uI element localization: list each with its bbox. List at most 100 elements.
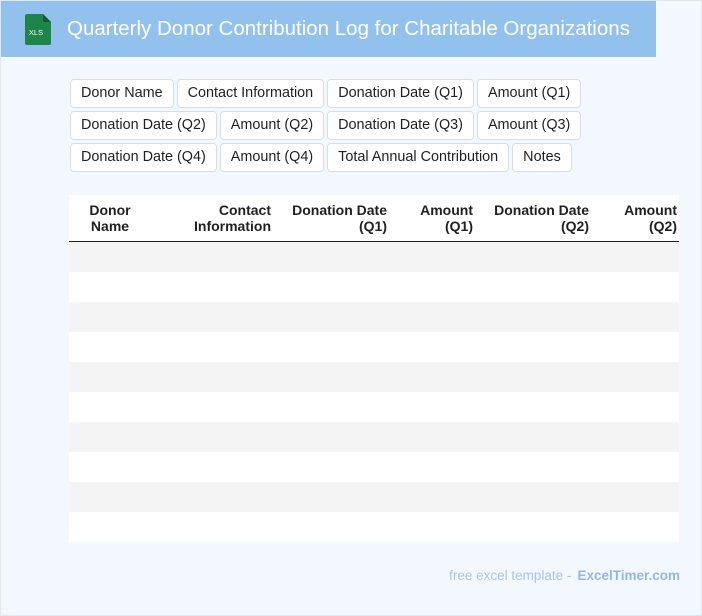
table-row [69,272,679,302]
table-cell[interactable] [477,272,593,302]
table-cell[interactable] [275,422,391,452]
excel-file-icon: XLS [25,14,51,45]
table-cell[interactable] [477,392,593,422]
table-cell[interactable] [477,482,593,512]
table-row [69,392,679,422]
table-cell[interactable] [275,241,391,272]
table-cell[interactable] [69,422,151,452]
column-header-amount-q2[interactable]: Amount (Q2) [593,195,679,242]
table-cell[interactable] [151,302,275,332]
table-cell[interactable] [477,302,593,332]
table-cell[interactable] [391,482,477,512]
table-cell[interactable] [593,332,679,362]
table-cell[interactable] [275,302,391,332]
chip-amount-q4[interactable]: Amount (Q4) [219,143,325,172]
column-header-donor-name[interactable]: Donor Name [69,195,151,242]
table-cell[interactable] [391,362,477,392]
chip-donation-date-q2[interactable]: Donation Date (Q2) [70,111,217,140]
table-cell[interactable] [391,422,477,452]
table-cell[interactable] [593,241,679,272]
table-cell[interactable] [391,272,477,302]
table-cell[interactable] [69,482,151,512]
table-cell[interactable] [477,512,593,542]
donor-table-container: Donor Name Contact Information Donation Da… [69,195,679,542]
footer-brand-link[interactable]: ExcelTimer.com [577,568,680,583]
chip-notes[interactable]: Notes [512,143,572,172]
table-cell[interactable] [391,332,477,362]
chip-amount-q2[interactable]: Amount (Q2) [219,111,325,140]
table-header-row: Donor Name Contact Information Donation Da… [69,195,679,242]
donor-table: Donor Name Contact Information Donation Da… [69,195,679,542]
table-cell[interactable] [593,422,679,452]
footer-text: free excel template - [449,568,572,583]
table-cell[interactable] [275,512,391,542]
table-cell[interactable] [391,512,477,542]
column-chip-list: Donor Name Contact Information Donation … [70,79,610,175]
table-cell[interactable] [151,512,275,542]
table-cell[interactable] [275,452,391,482]
xls-icon-label: XLS [29,28,43,37]
table-row [69,302,679,332]
table-cell[interactable] [275,482,391,512]
table-cell[interactable] [275,362,391,392]
chip-donation-date-q3[interactable]: Donation Date (Q3) [327,111,474,140]
table-row [69,452,679,482]
table-cell[interactable] [391,452,477,482]
table-cell[interactable] [151,332,275,362]
chip-contact-information[interactable]: Contact Information [176,79,325,108]
table-cell[interactable] [151,452,275,482]
table-row [69,482,679,512]
table-cell[interactable] [391,392,477,422]
table-cell[interactable] [593,272,679,302]
title-banner: XLS Quarterly Donor Contribution Log for… [1,1,656,57]
table-cell[interactable] [275,272,391,302]
table-cell[interactable] [151,241,275,272]
table-row [69,512,679,542]
footer-credit: free excel template - ExcelTimer.com [449,568,680,583]
table-cell[interactable] [151,392,275,422]
table-cell[interactable] [477,241,593,272]
page-title: Quarterly Donor Contribution Log for Cha… [67,17,630,40]
column-header-contact-information[interactable]: Contact Information [151,195,275,242]
table-cell[interactable] [593,302,679,332]
table-cell[interactable] [477,362,593,392]
table-cell[interactable] [151,362,275,392]
table-cell[interactable] [593,452,679,482]
table-row [69,332,679,362]
table-cell[interactable] [477,452,593,482]
table-cell[interactable] [69,241,151,272]
column-header-donation-date-q2[interactable]: Donation Date (Q2) [477,195,593,242]
table-cell[interactable] [593,482,679,512]
table-cell[interactable] [151,422,275,452]
column-header-donation-date-q1[interactable]: Donation Date (Q1) [275,195,391,242]
table-cell[interactable] [151,482,275,512]
column-header-amount-q1[interactable]: Amount (Q1) [391,195,477,242]
table-cell[interactable] [391,302,477,332]
table-row [69,422,679,452]
chip-row: Donation Date (Q4) Amount (Q4) Total Ann… [70,143,610,172]
chip-donation-date-q4[interactable]: Donation Date (Q4) [70,143,217,172]
table-row [69,241,679,272]
table-cell[interactable] [593,512,679,542]
table-cell[interactable] [151,272,275,302]
chip-donation-date-q1[interactable]: Donation Date (Q1) [327,79,474,108]
table-cell[interactable] [69,332,151,362]
table-cell[interactable] [477,422,593,452]
table-cell[interactable] [593,362,679,392]
table-cell[interactable] [593,392,679,422]
chip-amount-q1[interactable]: Amount (Q1) [476,79,582,108]
table-cell[interactable] [69,272,151,302]
table-cell[interactable] [275,332,391,362]
table-cell[interactable] [69,362,151,392]
table-cell[interactable] [69,302,151,332]
table-cell[interactable] [69,512,151,542]
table-cell[interactable] [477,332,593,362]
table-cell[interactable] [69,452,151,482]
table-cell[interactable] [391,241,477,272]
table-cell[interactable] [275,392,391,422]
chip-donor-name[interactable]: Donor Name [70,79,174,108]
table-cell[interactable] [69,392,151,422]
table-body [69,241,679,542]
chip-total-annual-contribution[interactable]: Total Annual Contribution [327,143,510,172]
chip-amount-q3[interactable]: Amount (Q3) [476,111,582,140]
